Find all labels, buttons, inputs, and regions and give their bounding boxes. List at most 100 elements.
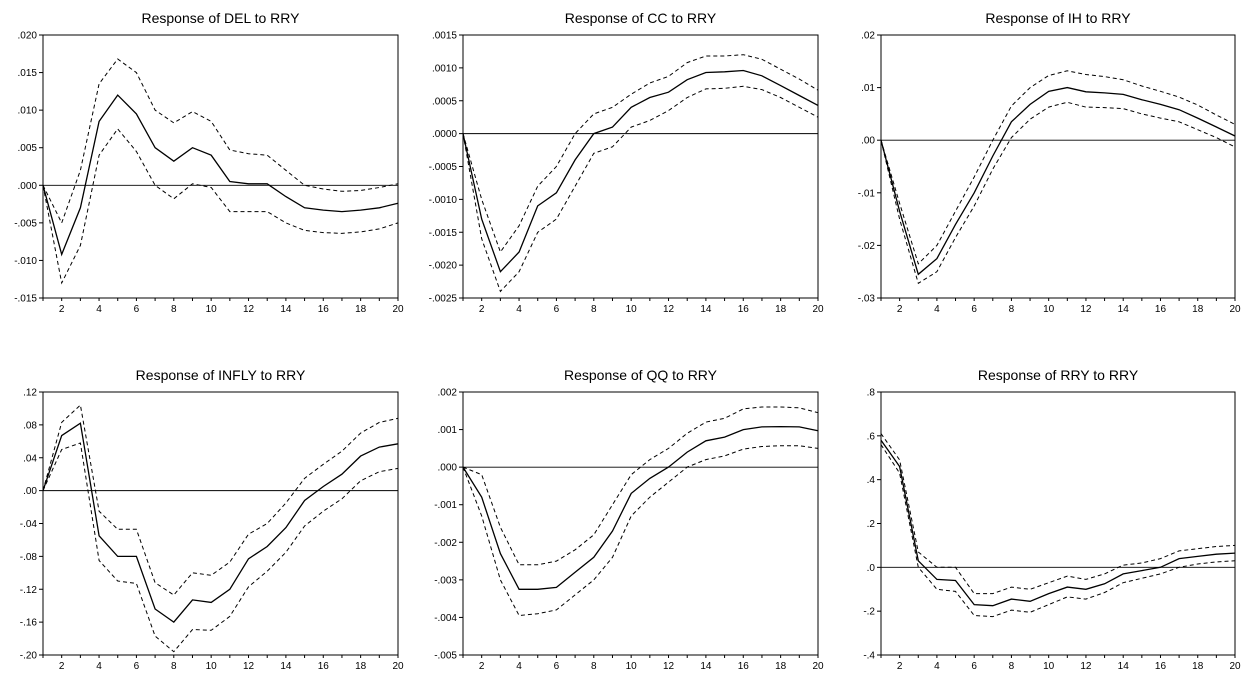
x-tick-label: 18 <box>1192 661 1204 672</box>
x-tick-label: 16 <box>1155 304 1167 315</box>
y-tick-label: -.0010 <box>429 195 458 206</box>
chart-panel-2: Response of CC to RRY .0015 .0010 .0005 .000… <box>429 10 824 315</box>
x-tick-label: 8 <box>591 304 597 315</box>
chart-panel-5: Response of QQ to RRY .002 .001 .000 -.001 -.… <box>434 367 824 672</box>
x-tick-label: 4 <box>516 304 522 315</box>
plot-frame <box>42 391 399 656</box>
y-tick-label: -.010 <box>14 256 37 267</box>
y-tick-label: .00 <box>861 136 875 147</box>
y-tick-label: .12 <box>23 388 37 399</box>
y-tick-label: .02 <box>861 31 875 42</box>
x-tick-label: 12 <box>663 304 675 315</box>
y-tick-label: .0010 <box>432 63 457 74</box>
x-tick-label: 6 <box>554 661 560 672</box>
x-tick-label: 10 <box>626 304 638 315</box>
upper-band-line <box>880 70 1236 265</box>
x-tick-label: 2 <box>479 661 485 672</box>
upper-band-line <box>42 58 399 225</box>
y-tick-label: -.003 <box>434 575 457 586</box>
y-tick-label: .0005 <box>432 96 457 107</box>
x-tick-label: 8 <box>171 304 177 315</box>
y-tick-label: -.0025 <box>429 294 458 305</box>
y-tick-label: .002 <box>438 388 458 399</box>
x-tick-label: 20 <box>392 661 404 672</box>
y-tick-label: .4 <box>867 475 876 486</box>
x-tick-label: 16 <box>738 304 750 315</box>
y-tick-label: -.16 <box>20 618 38 629</box>
chart-panel-1: Response of DEL to RRY .020 .015 .010 .005 .0… <box>14 10 404 315</box>
chart-panel-4: Response of INFLY to RRY .12 .08 .04 .00 -.04… <box>20 367 404 672</box>
lower-band-line <box>42 128 399 285</box>
y-tick-label: .005 <box>18 143 38 154</box>
x-tick-label: 12 <box>243 661 255 672</box>
y-tick-label: .8 <box>867 388 876 399</box>
y-tick-label: -.01 <box>858 188 876 199</box>
lower-band-line <box>462 85 819 293</box>
x-tick-label: 20 <box>1229 661 1241 672</box>
x-tick-label: 10 <box>626 661 638 672</box>
y-tick-label: .001 <box>438 425 458 436</box>
x-tick-label: 12 <box>663 661 675 672</box>
x-tick-label: 2 <box>59 304 65 315</box>
x-tick-label: 16 <box>318 304 330 315</box>
x-tick-label: 12 <box>1080 304 1092 315</box>
y-tick-label: .000 <box>18 181 38 192</box>
y-tick-label: -.08 <box>20 552 38 563</box>
upper-band-line <box>462 54 819 254</box>
plot-frame <box>42 34 399 299</box>
x-tick-label: 10 <box>1043 304 1055 315</box>
plot-frame <box>462 391 819 656</box>
x-tick-label: 14 <box>700 304 712 315</box>
panel-title: Response of DEL to RRY <box>142 10 301 26</box>
chart-panel-6: Response of RRY to RRY .8 .6 .4 .2 .0 -.2 -.4 2 4… <box>863 367 1241 672</box>
x-tick-label: 20 <box>812 661 824 672</box>
plot-frame <box>880 391 1236 656</box>
x-tick-label: 12 <box>1080 661 1092 672</box>
panel-title: Response of IH to RRY <box>985 10 1131 26</box>
x-tick-label: 16 <box>738 661 750 672</box>
x-tick-label: 14 <box>1118 304 1130 315</box>
upper-band-line <box>42 404 399 596</box>
x-tick-label: 18 <box>775 304 787 315</box>
x-tick-label: 8 <box>171 661 177 672</box>
y-tick-label: -.002 <box>434 538 457 549</box>
upper-band-line <box>462 406 819 566</box>
x-tick-label: 20 <box>812 304 824 315</box>
x-tick-label: 20 <box>392 304 404 315</box>
x-tick-label: 2 <box>897 304 903 315</box>
lower-band-line <box>880 444 1236 618</box>
y-tick-label: .04 <box>23 453 37 464</box>
panel-title: Response of INFLY to RRY <box>136 367 306 383</box>
response-line <box>462 425 819 590</box>
x-tick-label: 18 <box>355 661 367 672</box>
panel-title: Response of RRY to RRY <box>978 367 1139 383</box>
x-tick-label: 20 <box>1229 304 1241 315</box>
x-tick-label: 6 <box>134 304 140 315</box>
x-tick-label: 6 <box>971 304 977 315</box>
x-tick-label: 4 <box>934 661 940 672</box>
y-tick-label: .6 <box>867 431 876 442</box>
x-tick-label: 10 <box>206 304 218 315</box>
x-tick-label: 6 <box>134 661 140 672</box>
y-tick-label: -.005 <box>434 651 457 662</box>
x-tick-label: 8 <box>1009 661 1015 672</box>
y-tick-label: -.0015 <box>429 228 458 239</box>
x-tick-label: 4 <box>934 304 940 315</box>
y-tick-label: -.0020 <box>429 261 458 272</box>
response-line <box>880 439 1236 607</box>
y-tick-label: .010 <box>18 106 38 117</box>
x-tick-label: 14 <box>280 304 292 315</box>
y-tick-label: -.03 <box>858 294 876 305</box>
response-line <box>880 86 1236 276</box>
x-tick-label: 18 <box>775 661 787 672</box>
x-tick-label: 4 <box>96 661 102 672</box>
x-tick-label: 10 <box>206 661 218 672</box>
x-tick-label: 12 <box>243 304 255 315</box>
y-tick-label: -.12 <box>20 585 38 596</box>
panel-title: Response of QQ to RRY <box>564 367 718 383</box>
x-tick-label: 2 <box>897 661 903 672</box>
x-tick-label: 4 <box>96 304 102 315</box>
y-tick-label: .01 <box>861 83 875 94</box>
y-tick-label: .015 <box>18 68 38 79</box>
